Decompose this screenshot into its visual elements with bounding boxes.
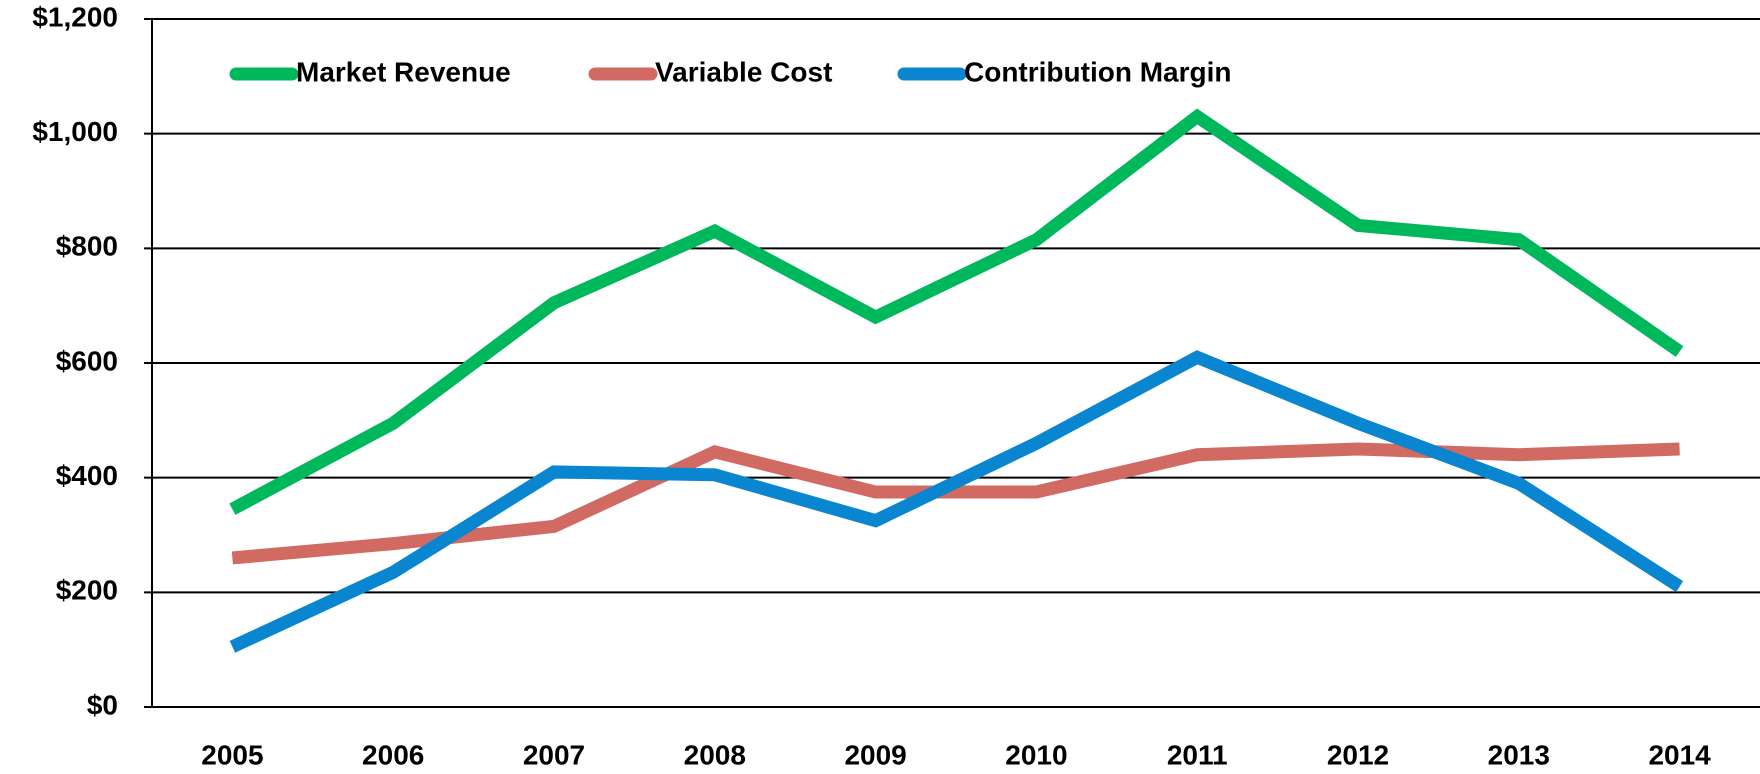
series-line <box>229 108 1684 515</box>
x-tick-label: 2012 <box>1327 739 1389 770</box>
legend-label: Variable Cost <box>655 56 832 87</box>
x-tick-label: 2005 <box>201 739 263 770</box>
x-tick-label: 2010 <box>1005 739 1067 770</box>
y-tick-label: $1,000 <box>32 116 118 147</box>
legend-label: Market Revenue <box>296 56 511 87</box>
x-tick-label: 2013 <box>1488 739 1550 770</box>
y-tick-label: $400 <box>56 460 118 491</box>
y-tick-label: $1,200 <box>32 1 118 32</box>
y-tick-label: $600 <box>56 345 118 376</box>
legend-label: Contribution Margin <box>964 56 1232 87</box>
y-tick-label: $0 <box>87 689 118 720</box>
x-tick-label: 2007 <box>523 739 585 770</box>
x-tick-label: 2014 <box>1648 739 1711 770</box>
x-tick-label: 2008 <box>684 739 746 770</box>
y-tick-label: $800 <box>56 231 118 262</box>
x-tick-label: 2011 <box>1167 739 1228 770</box>
series-line <box>229 350 1684 653</box>
x-tick-label: 2009 <box>844 739 906 770</box>
x-tick-label: 2006 <box>362 739 424 770</box>
y-tick-label: $200 <box>56 575 118 606</box>
